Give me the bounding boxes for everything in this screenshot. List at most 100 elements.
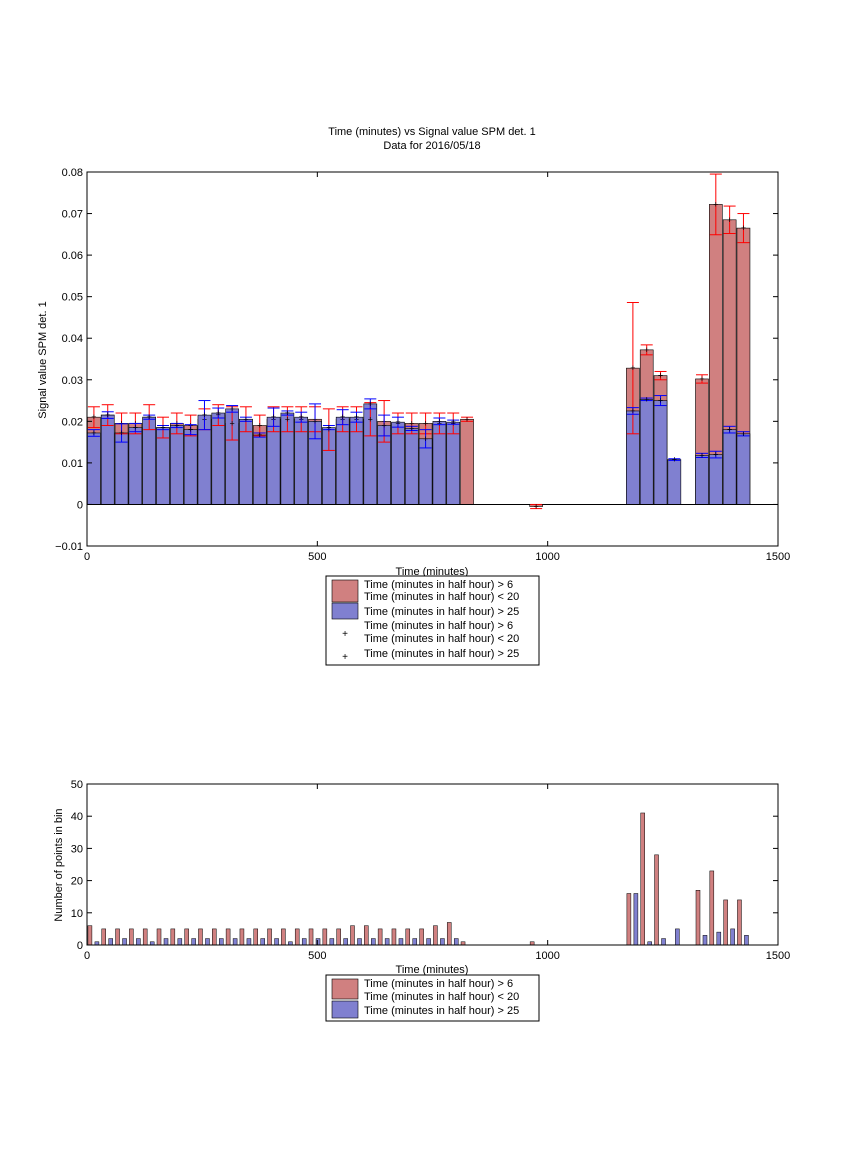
marker-blue: + bbox=[727, 425, 732, 435]
hist-bar-red bbox=[281, 928, 286, 946]
chart1-xtick-label: 0 bbox=[84, 551, 90, 563]
bar-blue bbox=[170, 425, 184, 505]
bar-blue bbox=[142, 416, 156, 505]
marker-blue: + bbox=[423, 434, 428, 444]
chart1-ytick-label: −0.01 bbox=[55, 541, 83, 553]
hist-bar-red bbox=[170, 928, 176, 946]
chart1-legend: Time (minutes in half hour) > 6 Time (min… bbox=[325, 575, 540, 666]
marker-blue: + bbox=[285, 408, 290, 418]
bar-blue bbox=[87, 432, 101, 505]
bar-blue bbox=[100, 414, 115, 505]
hist-bar-blue bbox=[205, 938, 210, 946]
chart2-ylabel: Number of points in bin bbox=[53, 808, 65, 921]
hist-bar-blue bbox=[384, 938, 390, 946]
marker-blue: + bbox=[658, 396, 663, 406]
legend2-label: Time (minutes in half hour) < 20 bbox=[364, 991, 519, 1003]
legend-label: Time (minutes in half hour) > 6 bbox=[364, 620, 513, 632]
marker-blue: + bbox=[312, 416, 317, 426]
marker-blue: + bbox=[243, 414, 248, 424]
hist-bar-red bbox=[267, 928, 272, 946]
marker-blue: + bbox=[451, 417, 456, 427]
marker-red: + bbox=[741, 223, 746, 233]
marker-red: + bbox=[464, 414, 469, 424]
marker-red: + bbox=[644, 345, 649, 355]
hist-bar-blue bbox=[177, 938, 183, 946]
hist-bar-red bbox=[115, 928, 120, 946]
chart2-xtick-label: 1000 bbox=[535, 950, 559, 962]
marker-blue: + bbox=[202, 410, 207, 420]
marker-blue: + bbox=[299, 412, 304, 422]
chart1-plot-area: ++ ++ + + + +++++ ++++++++++ + ++ + ++++ + + +++ +++ ++… bbox=[55, 167, 790, 563]
hist-bar-red bbox=[142, 928, 148, 946]
chart2-ytick-label: 20 bbox=[71, 876, 83, 888]
hist-bar-blue bbox=[633, 893, 639, 946]
marker-blue: + bbox=[741, 429, 746, 439]
marker-red: + bbox=[630, 363, 635, 373]
marker-blue: + bbox=[368, 399, 373, 409]
chart1-ytick-label: 0.06 bbox=[62, 250, 83, 262]
chart1-ytick-label: 0.08 bbox=[62, 167, 83, 179]
hist-bar-red bbox=[405, 928, 411, 946]
marker-blue: + bbox=[119, 428, 124, 438]
legend-label: Time (minutes in half hour) < 20 bbox=[364, 591, 519, 603]
marker-red: + bbox=[423, 418, 428, 428]
hist-bar-blue bbox=[661, 938, 666, 946]
hist-bar-red bbox=[737, 899, 742, 946]
hist-bar-red bbox=[377, 928, 383, 946]
marker-blue: + bbox=[257, 430, 262, 440]
marker-blue: + bbox=[699, 450, 704, 460]
hist-bar-red bbox=[723, 899, 728, 946]
hist-bar-blue bbox=[136, 938, 141, 946]
hist-bar-red bbox=[336, 928, 341, 946]
hist-bar-blue bbox=[426, 938, 431, 946]
chart1-ylabel: Signal value SPM det. 1 bbox=[37, 301, 49, 418]
bar-blue bbox=[183, 429, 198, 505]
legend-swatch-red bbox=[331, 579, 359, 603]
bar-blue bbox=[667, 459, 682, 505]
marker-red: + bbox=[257, 420, 262, 430]
marker-red: + bbox=[534, 502, 539, 512]
legend-swatch-blue bbox=[331, 602, 359, 620]
legend2-label: Time (minutes in half hour) > 6 bbox=[364, 978, 513, 990]
chart1-xtick-label: 1000 bbox=[535, 551, 559, 563]
legend2-swatch-blue bbox=[331, 1000, 359, 1019]
hist-bar-red bbox=[709, 870, 715, 946]
hist-bar-blue bbox=[357, 938, 362, 946]
chart2-ytick-label: 30 bbox=[71, 843, 83, 855]
hist-bar-blue bbox=[246, 938, 252, 946]
chart1-xtick-label: 500 bbox=[308, 551, 326, 563]
marker-blue: + bbox=[672, 455, 677, 465]
chart-title-line1: Time (minutes) vs Signal value SPM det. … bbox=[328, 126, 535, 138]
marker-red: + bbox=[409, 418, 414, 428]
hist-bar-blue bbox=[675, 928, 680, 946]
bar-blue bbox=[653, 400, 668, 505]
legend-label: Time (minutes in half hour) > 25 bbox=[364, 606, 519, 618]
bar-blue bbox=[128, 427, 143, 505]
marker-blue: + bbox=[395, 417, 400, 427]
hist-bar-blue bbox=[301, 938, 307, 946]
bar-blue bbox=[418, 438, 433, 505]
marker-blue: + bbox=[630, 406, 635, 416]
marker-red: + bbox=[658, 371, 663, 381]
hist-bar-red bbox=[695, 890, 701, 946]
chart1-ytick-label: 0.07 bbox=[62, 209, 83, 221]
chart1-ytick-label: 0.01 bbox=[62, 458, 83, 470]
marker-red: + bbox=[368, 414, 373, 424]
hist-bar-blue bbox=[232, 938, 238, 946]
hist-bar-red bbox=[446, 922, 452, 946]
chart2-plot-area: 0 500 1000 1500 0 10 20 30 40 50 bbox=[71, 779, 790, 962]
marker-red: + bbox=[285, 414, 290, 424]
chart2-ytick-label: 40 bbox=[71, 811, 83, 823]
bar-blue bbox=[709, 454, 723, 505]
bar-blue bbox=[446, 421, 461, 505]
marker-blue: + bbox=[91, 428, 96, 438]
hist-bar-red bbox=[101, 928, 106, 946]
hist-bar-blue bbox=[163, 938, 169, 946]
bar-blue bbox=[722, 429, 737, 505]
hist-bar-blue bbox=[440, 938, 445, 946]
chart2-xtick-label: 0 bbox=[84, 950, 90, 962]
chart1-axes-frame bbox=[86, 171, 779, 547]
bar-blue bbox=[391, 421, 405, 505]
marker-red: + bbox=[727, 215, 732, 225]
